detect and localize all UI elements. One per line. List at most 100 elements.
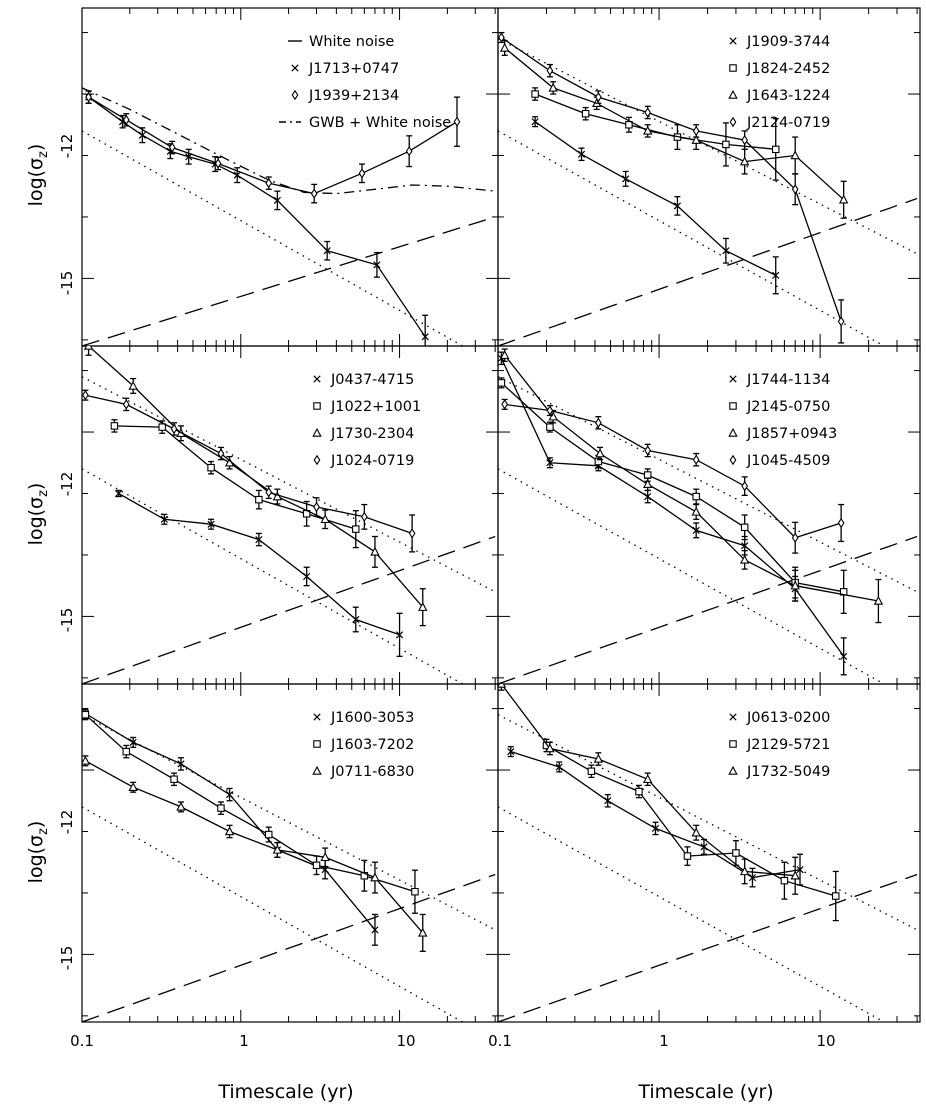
reference-line-dotted (498, 130, 886, 346)
marker-square (635, 787, 643, 796)
panel-plot-area (82, 707, 496, 1022)
marker-triangle (312, 427, 322, 437)
series-J1603-7202 (82, 709, 419, 914)
marker-triangle (548, 411, 558, 421)
marker-triangle (176, 801, 186, 811)
marker-x (291, 64, 299, 72)
marker-x (729, 375, 737, 383)
marker-x (722, 247, 730, 255)
reference-line-dashed (498, 197, 918, 346)
panel-plot-area (82, 346, 496, 684)
marker-square (546, 423, 554, 431)
series-J2124-0719 (498, 31, 845, 344)
panel-frame (497, 345, 921, 685)
marker-triangle (548, 82, 558, 92)
panel-frame (497, 7, 921, 347)
marker-x (138, 131, 146, 139)
series-line (501, 36, 842, 322)
series-J1643-1224 (499, 39, 849, 219)
marker-diamond (85, 91, 92, 103)
marker-x (352, 615, 360, 624)
reference-line-dashdot (82, 87, 496, 195)
marker-diamond (453, 116, 461, 127)
series-J1857+0943 (499, 348, 884, 624)
series-J1909-3744 (531, 116, 780, 295)
marker-x (604, 797, 612, 805)
marker-x (323, 247, 331, 255)
legend-label: J1045-4509 (746, 453, 830, 469)
x-axis-label-right: Timescale (yr) (637, 1081, 773, 1103)
marker-square (313, 402, 321, 410)
marker-triangle (873, 595, 884, 605)
marker-diamond (644, 107, 652, 118)
series-J1732-5049 (498, 684, 800, 895)
panel-middle-right: J1744-1134 J2145-0750 J1857+0943 J1045-4509 (497, 345, 921, 685)
marker-x (796, 865, 804, 874)
marker-triangle (691, 134, 701, 144)
marker-triangle (790, 150, 800, 160)
marker-diamond (405, 145, 413, 157)
marker-diamond (408, 528, 416, 539)
legend-label: J0437-4715 (330, 372, 414, 388)
marker-diamond (692, 454, 700, 465)
marker-diamond (546, 65, 554, 76)
marker-square (498, 379, 506, 387)
series-line (504, 403, 842, 539)
marker-triangle (320, 514, 330, 524)
legend-label: J1730-2304 (330, 426, 414, 442)
marker-diamond (791, 532, 799, 543)
marker-diamond (265, 487, 273, 498)
series-line (504, 47, 845, 201)
reference-line-dotted-upper (498, 376, 918, 593)
marker-x (177, 760, 185, 768)
marker-square (122, 747, 131, 756)
marker-triangle (128, 380, 138, 390)
marker-x (772, 271, 780, 279)
marker-triangle (739, 156, 750, 166)
marker-square (780, 876, 789, 885)
marker-square (729, 740, 737, 748)
x-tick-label: 10 (816, 1032, 835, 1050)
legend: J1909-3744 J1824-2452 J1643-1224 J2124-0719 (728, 34, 830, 131)
series-line (500, 382, 844, 593)
marker-diamond (168, 142, 176, 153)
series-line (534, 93, 776, 150)
marker-diamond (358, 168, 366, 179)
marker-square (831, 892, 840, 900)
x-tick-label: 10 (396, 1032, 415, 1050)
legend-label: J1600-3053 (330, 710, 414, 726)
legend-label: J1939+2134 (308, 88, 399, 104)
marker-diamond (595, 417, 602, 429)
marker-x (207, 520, 215, 528)
y-tick-label: -15 (58, 946, 76, 971)
series-line (504, 354, 879, 602)
marker-diamond (729, 454, 737, 466)
marker-square (581, 109, 590, 118)
y-tick-label: -12 (58, 810, 76, 835)
y-tick-label: -15 (58, 608, 76, 633)
marker-triangle (418, 927, 428, 937)
marker-x (129, 738, 137, 747)
marker-x (371, 926, 379, 934)
marker-square (692, 492, 700, 501)
series-J1939+2134 (85, 90, 461, 204)
marker-x (577, 150, 586, 158)
marker-triangle (499, 42, 510, 52)
panel-top-left: White noise J1713+0747 J1939+2134 GWB + Whi… (81, 7, 499, 347)
marker-triangle (499, 350, 510, 359)
marker-square (313, 740, 321, 748)
series-J1713+0747 (84, 90, 429, 346)
marker-diamond (791, 184, 799, 195)
marker-x (622, 175, 630, 183)
marker-diamond (122, 114, 130, 126)
reference-line-dashed (498, 873, 918, 1022)
marker-x (255, 535, 263, 544)
marker-x (531, 118, 539, 126)
legend-label: J1857+0943 (746, 426, 837, 442)
legend-label: J1824-2452 (746, 61, 830, 77)
marker-diamond (741, 480, 749, 492)
panel-middle-left: J0437-4715 J1022+1001 J1730-2304 J1024-0719 (81, 345, 499, 685)
y-tick-label: -15 (58, 271, 76, 296)
marker-triangle (642, 479, 653, 489)
